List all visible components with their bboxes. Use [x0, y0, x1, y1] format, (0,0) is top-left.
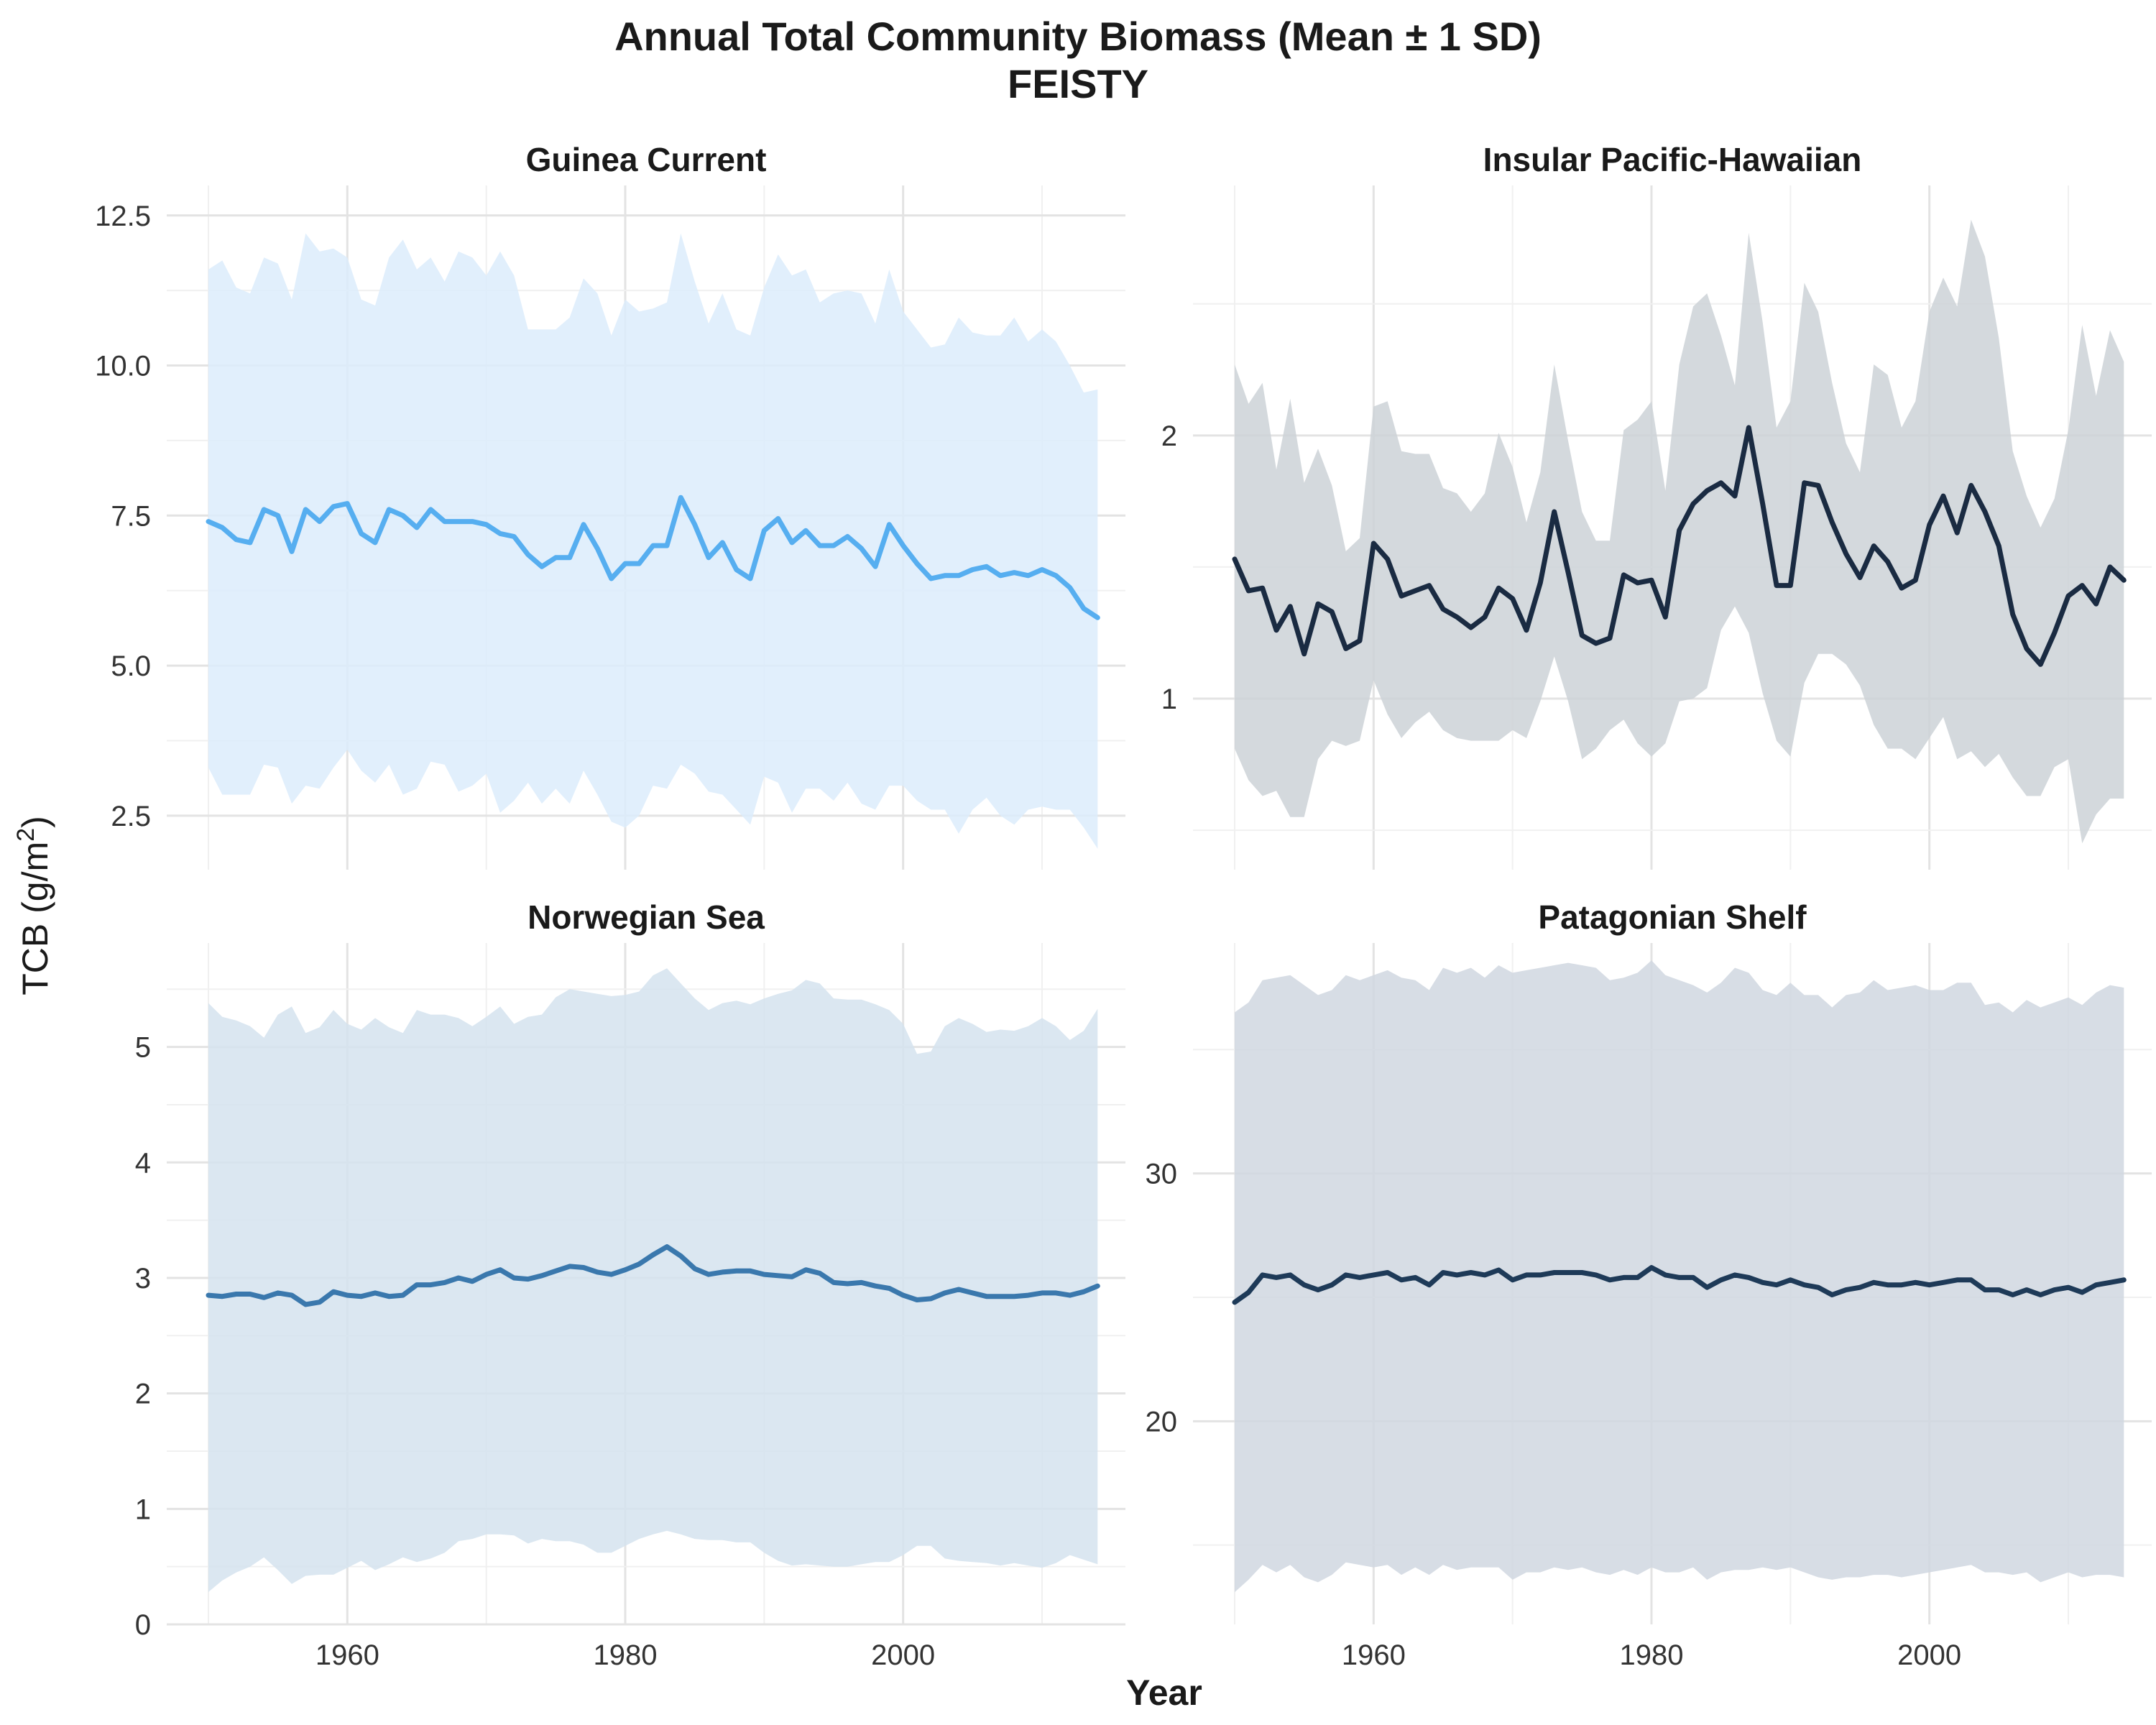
y-tick-label: 3: [135, 1263, 151, 1294]
sd-band: [208, 233, 1098, 849]
panels: Guinea Current 2.5 5.0 7.5 10.0 12.5 Insular P…: [95, 141, 2152, 1671]
mean-line: [206, 1244, 1100, 1307]
panel-title: Norwegian Sea: [528, 898, 765, 936]
x-tick-label: 1960: [315, 1639, 379, 1671]
y-tick-label: 30: [1146, 1159, 1178, 1190]
y-tick-label: 2: [1161, 420, 1177, 452]
sd-band: [208, 968, 1098, 1592]
x-tick-label: 2000: [1897, 1639, 1961, 1671]
panel-1: Guinea Current 2.5 5.0 7.5 10.0 12.5: [95, 141, 1125, 870]
y-tick-label: 1: [135, 1494, 151, 1525]
chart-title: Annual Total Community Biomass (Mean ± 1…: [614, 14, 1542, 59]
x-tick-label: 1980: [594, 1639, 658, 1671]
x-axis-title: Year: [1126, 1673, 1202, 1713]
mean-line: [206, 494, 1100, 620]
y-axis-title: TCB (g/m2): [12, 816, 55, 995]
x-tick-label: 1960: [1342, 1639, 1406, 1671]
mean-line: [1232, 425, 2127, 667]
panel-title: Guinea Current: [526, 141, 767, 178]
y-tick-label: 2: [135, 1379, 151, 1410]
panel-title: Insular Pacific-Hawaiian: [1483, 141, 1862, 178]
y-tick-label: 1: [1161, 684, 1177, 715]
y-tick-label: 0: [135, 1609, 151, 1641]
x-tick-label: 2000: [871, 1639, 935, 1671]
y-tick-label: 4: [135, 1147, 151, 1179]
y-tick-label: 5: [135, 1032, 151, 1064]
panel-2: Insular Pacific-Hawaiian 1 2: [1161, 141, 2152, 870]
mean-line: [1232, 1265, 2127, 1305]
y-tick-label: 2.5: [111, 801, 151, 832]
y-tick-label: 10.0: [95, 351, 151, 382]
y-tick-label: 5.0: [111, 650, 151, 682]
chart-title-block: Annual Total Community Biomass (Mean ± 1…: [0, 13, 2156, 108]
y-tick-label: 20: [1146, 1406, 1178, 1438]
panel-3: Norwegian Sea 0 1 2 3 4 5 1960 1980 2000: [135, 898, 1125, 1671]
panel-4: Patagonian Shelf 20 30 1960 1980 2000: [1146, 898, 2152, 1671]
y-tick-label: 12.5: [95, 201, 151, 232]
y-tick-label: 7.5: [111, 500, 151, 532]
chart-subtitle: FEISTY: [1007, 61, 1149, 106]
panel-title: Patagonian Shelf: [1538, 898, 1807, 936]
x-tick-label: 1980: [1620, 1639, 1684, 1671]
